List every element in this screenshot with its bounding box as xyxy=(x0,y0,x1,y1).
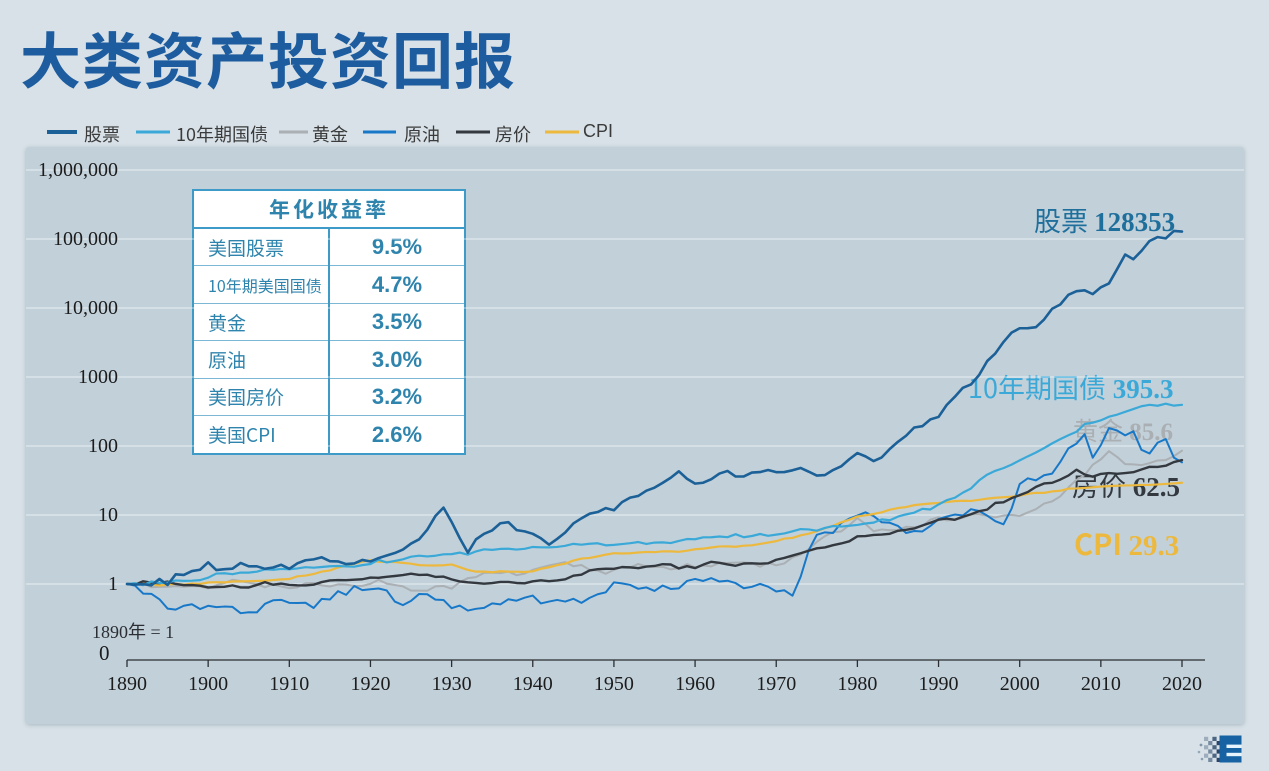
svg-text:1950: 1950 xyxy=(594,673,634,695)
svg-text:2020: 2020 xyxy=(1162,673,1202,695)
svg-text:1,000,000: 1,000,000 xyxy=(38,159,118,181)
svg-text:1930: 1930 xyxy=(432,673,472,695)
svg-text:10: 10 xyxy=(98,504,118,526)
svg-text:100,000: 100,000 xyxy=(53,228,118,250)
svg-text:100: 100 xyxy=(88,435,118,457)
svg-text:1000: 1000 xyxy=(78,366,118,388)
svg-text:2010: 2010 xyxy=(1081,673,1121,695)
svg-text:1890: 1890 xyxy=(107,673,147,695)
svg-text:1920: 1920 xyxy=(350,673,390,695)
svg-text:1980: 1980 xyxy=(837,673,877,695)
svg-text:10,000: 10,000 xyxy=(63,297,118,319)
svg-text:1970: 1970 xyxy=(756,673,796,695)
svg-text:1: 1 xyxy=(108,573,118,595)
svg-text:2000: 2000 xyxy=(1000,673,1040,695)
svg-text:1940: 1940 xyxy=(513,673,553,695)
svg-text:1900: 1900 xyxy=(188,673,228,695)
svg-text:1990: 1990 xyxy=(919,673,959,695)
svg-text:1960: 1960 xyxy=(675,673,715,695)
svg-text:1910: 1910 xyxy=(269,673,309,695)
